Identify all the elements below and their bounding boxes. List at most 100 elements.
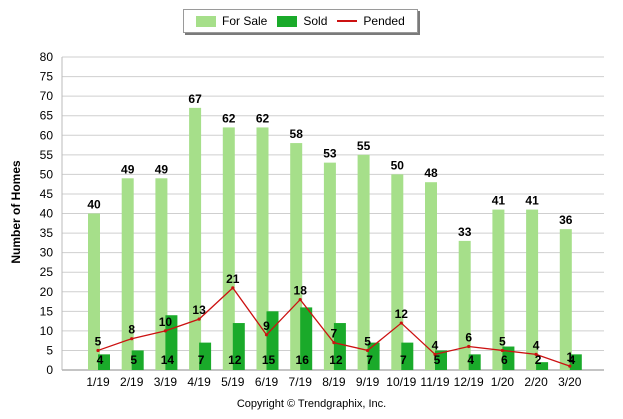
pended-value-label: 5 <box>364 334 371 348</box>
for-sale-value-label: 40 <box>87 198 101 212</box>
data-labels: 4044954914677621262155816531255750748533… <box>87 92 575 367</box>
for-sale-value-label: 62 <box>222 111 236 125</box>
pended-value-label: 10 <box>159 315 173 329</box>
pended-value-label: 8 <box>128 323 135 337</box>
y-tick-label: 65 <box>40 109 54 123</box>
pended-value-label: 13 <box>192 303 206 317</box>
sold-bar <box>199 342 212 370</box>
pended-point <box>298 297 302 302</box>
for-sale-value-label: 58 <box>290 127 304 141</box>
for-sale-swatch <box>196 15 216 27</box>
sold-bar <box>333 323 346 370</box>
sold-bar <box>98 354 110 370</box>
y-tick-label: 80 <box>40 50 54 64</box>
x-tick-label: 9/19 <box>356 375 380 389</box>
pended-point <box>500 348 504 353</box>
pended-value-label: 4 <box>432 338 439 352</box>
x-tick-label: 2/19 <box>120 375 144 389</box>
for-sale-value-label: 41 <box>492 194 506 208</box>
copyright-text: Copyright © Trendgraphix, Inc. <box>236 398 387 410</box>
pended-value-label: 4 <box>533 338 540 352</box>
pended-value-label: 21 <box>226 272 240 286</box>
pended-point <box>366 348 370 353</box>
y-tick-label: 40 <box>40 207 54 221</box>
for-sale-bar <box>290 143 303 370</box>
pended-point <box>467 344 471 349</box>
for-sale-value-label: 62 <box>256 111 270 125</box>
pended-swatch <box>337 20 358 22</box>
x-tick-label: 1/19 <box>86 375 110 389</box>
sold-value-label: 7 <box>198 353 205 367</box>
x-tick-label: 2/20 <box>524 375 548 389</box>
sold-value-label: 4 <box>568 353 575 367</box>
x-tick-label: 5/19 <box>221 375 245 389</box>
sold-value-label: 12 <box>228 353 242 367</box>
pended-point <box>433 352 437 356</box>
bars <box>88 107 582 371</box>
for-sale-bar <box>458 240 471 370</box>
pended-point <box>534 352 538 356</box>
y-tick-label: 20 <box>40 285 54 299</box>
y-tick-label: 25 <box>40 265 54 279</box>
sold-bar <box>569 354 582 370</box>
y-tick-label: 15 <box>40 304 54 318</box>
pended-point <box>197 317 201 321</box>
pended-point <box>163 329 167 333</box>
for-sale-bar <box>526 209 539 370</box>
for-sale-bar <box>323 162 336 370</box>
pended-point <box>96 348 100 353</box>
legend-item-for-sale: For Sale <box>196 14 267 28</box>
pended-value-label: 6 <box>465 331 472 345</box>
y-tick-label: 10 <box>40 324 54 338</box>
sold-bar <box>131 350 144 370</box>
y-tick-label: 45 <box>40 187 54 201</box>
for-sale-bar <box>222 127 235 370</box>
y-tick-label: 55 <box>40 148 54 162</box>
for-sale-value-label: 36 <box>559 213 573 227</box>
y-axis-ticks: 0 5 10 15 20 25 30 35 40 45 50 55 60 65 70 75 80 <box>40 50 54 377</box>
for-sale-bar <box>391 174 404 370</box>
sold-value-label: 12 <box>329 353 343 367</box>
for-sale-bar <box>121 178 134 370</box>
sold-value-label: 4 <box>97 353 104 367</box>
y-tick-label: 75 <box>40 70 54 84</box>
pended-point <box>264 333 269 337</box>
pended-value-label: 9 <box>263 319 270 333</box>
sold-bar <box>165 315 178 370</box>
legend-label-sold: Sold <box>303 14 328 28</box>
y-tick-label: 35 <box>40 226 54 240</box>
for-sale-value-label: 55 <box>357 139 371 153</box>
pended-value-label: 1 <box>566 350 573 364</box>
pended-point <box>130 337 134 341</box>
sold-value-label: 14 <box>161 353 175 367</box>
pended-point <box>231 286 235 290</box>
sold-value-label: 16 <box>296 353 310 367</box>
pended-value-label: 5 <box>499 334 506 348</box>
y-tick-label: 30 <box>40 246 54 260</box>
pended-value-label: 12 <box>395 307 409 321</box>
for-sale-value-label: 33 <box>458 225 472 239</box>
sold-value-label: 15 <box>262 353 276 367</box>
for-sale-value-label: 49 <box>155 162 169 176</box>
pended-value-label: 18 <box>294 284 308 298</box>
for-sale-value-label: 53 <box>323 147 337 161</box>
pended-point <box>332 341 336 345</box>
pended-line <box>96 286 572 368</box>
for-sale-bar <box>88 213 100 370</box>
sold-value-label: 4 <box>467 353 474 367</box>
x-tick-label: 1/20 <box>491 375 515 389</box>
for-sale-bar <box>189 107 202 371</box>
y-tick-label: 5 <box>46 343 53 357</box>
legend-label-pended: Pended <box>363 14 405 28</box>
for-sale-value-label: 48 <box>424 166 438 180</box>
sold-value-label: 5 <box>130 353 137 367</box>
x-tick-label: 3/19 <box>154 375 178 389</box>
legend-label-for-sale: For Sale <box>222 14 268 28</box>
x-tick-label: 10/19 <box>386 375 416 389</box>
sold-bar <box>401 342 414 370</box>
sold-bar <box>232 323 245 370</box>
x-tick-label: 7/19 <box>289 375 313 389</box>
sold-value-label: 7 <box>400 353 407 367</box>
legend-item-sold: Sold <box>277 14 327 28</box>
